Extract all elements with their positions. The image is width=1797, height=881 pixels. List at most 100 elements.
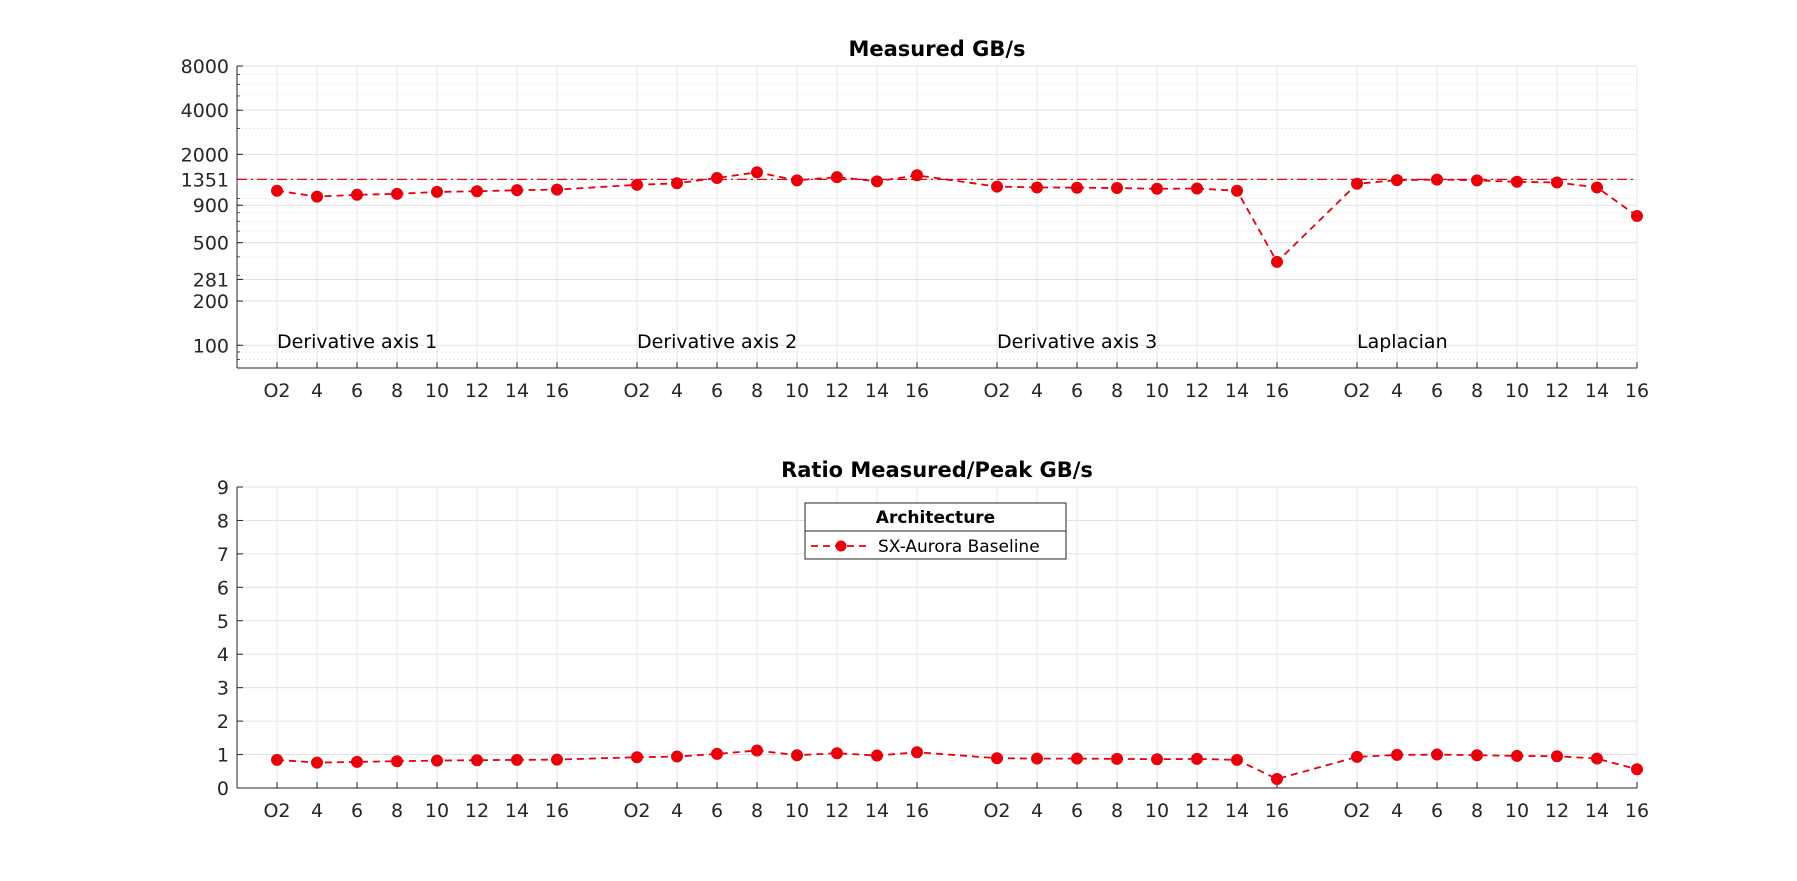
y-tick-label: 7: [217, 544, 229, 566]
group-label: Derivative axis 1: [277, 331, 437, 353]
x-tick-label: O2: [1343, 800, 1370, 822]
data-point: [1391, 748, 1403, 761]
data-point: [1151, 182, 1163, 195]
x-tick-label: 16: [905, 800, 929, 822]
x-tick-label: 10: [785, 800, 809, 822]
data-point: [1071, 181, 1083, 194]
data-point: [1111, 752, 1123, 765]
data-point: [351, 755, 363, 768]
data-point: [631, 751, 643, 764]
data-point: [631, 178, 643, 191]
x-tick-label: 10: [1145, 800, 1169, 822]
data-point: [271, 753, 283, 766]
y-tick-label: 900: [193, 195, 229, 217]
data-point: [1191, 182, 1203, 195]
x-tick-label: 12: [825, 800, 849, 822]
data-point: [1551, 176, 1563, 189]
data-point: [1431, 748, 1443, 761]
data-point: [271, 184, 283, 197]
x-tick-label: 6: [351, 800, 363, 822]
plot-area: [237, 66, 1637, 368]
x-tick-label: 14: [1585, 800, 1609, 822]
x-tick-label: 10: [785, 380, 809, 402]
data-point: [1391, 174, 1403, 187]
x-tick-label: O2: [1343, 380, 1370, 402]
x-tick-label: 8: [751, 380, 763, 402]
data-point: [671, 177, 683, 190]
data-point: [991, 752, 1003, 765]
data-point: [511, 184, 523, 197]
x-tick-label: 4: [1031, 800, 1043, 822]
y-tick-label: 8: [217, 510, 229, 532]
data-point: [1231, 184, 1243, 197]
x-tick-label: 4: [1391, 800, 1403, 822]
x-tick-label: 4: [311, 380, 323, 402]
y-tick-label: 1: [217, 745, 229, 767]
y-tick-label: 6: [217, 577, 229, 599]
x-tick-label: 16: [545, 800, 569, 822]
data-point: [1591, 181, 1603, 194]
x-tick-label: 16: [1625, 800, 1649, 822]
x-tick-label: 8: [391, 800, 403, 822]
x-tick-label: 4: [671, 800, 683, 822]
data-point: [1431, 173, 1443, 186]
data-point: [1231, 753, 1243, 766]
group-label: Laplacian: [1357, 331, 1448, 353]
data-point: [871, 749, 883, 762]
data-point: [831, 171, 843, 184]
y-tick-label: 9: [217, 477, 229, 499]
x-tick-label: 16: [545, 380, 569, 402]
x-tick-label: O2: [983, 800, 1010, 822]
data-point: [871, 175, 883, 188]
data-point: [551, 183, 563, 196]
data-point: [1631, 210, 1643, 223]
y-tick-label: 2: [217, 711, 229, 733]
x-tick-label: 8: [1111, 380, 1123, 402]
data-point: [991, 180, 1003, 193]
data-point: [471, 754, 483, 767]
y-tick-label: 3: [217, 678, 229, 700]
y-tick-label: 200: [193, 291, 229, 313]
x-tick-label: 16: [1265, 380, 1289, 402]
data-point: [751, 744, 763, 757]
group-label: Derivative axis 3: [997, 331, 1157, 353]
data-point: [551, 753, 563, 766]
series-line: [276, 749, 1638, 780]
data-point: [1191, 752, 1203, 765]
x-tick-label: 8: [1471, 380, 1483, 402]
x-tick-label: 8: [1471, 800, 1483, 822]
data-point: [1631, 763, 1643, 776]
legend-title: Architecture: [876, 508, 995, 528]
x-tick-label: O2: [983, 380, 1010, 402]
data-point: [1511, 749, 1523, 762]
chart-title: Ratio Measured/Peak GB/s: [781, 458, 1093, 482]
data-point: [431, 754, 443, 767]
data-point: [831, 747, 843, 760]
data-point: [391, 187, 403, 200]
data-point: [911, 169, 923, 182]
x-tick-label: 16: [1625, 380, 1649, 402]
x-tick-label: 14: [1585, 380, 1609, 402]
data-point: [711, 747, 723, 760]
x-tick-label: 12: [1545, 380, 1569, 402]
data-point: [1071, 752, 1083, 765]
x-tick-label: 12: [1185, 800, 1209, 822]
x-tick-label: 12: [465, 380, 489, 402]
data-point: [1271, 772, 1283, 785]
x-tick-label: 14: [1225, 800, 1249, 822]
data-point: [1271, 255, 1283, 268]
x-tick-label: 16: [905, 380, 929, 402]
y-tick-label: 0: [217, 778, 229, 800]
legend-marker: [835, 540, 847, 552]
data-point: [1511, 175, 1523, 188]
x-tick-label: 14: [865, 380, 889, 402]
x-tick-label: 6: [1431, 380, 1443, 402]
x-tick-label: 14: [505, 380, 529, 402]
x-tick-label: 4: [1031, 380, 1043, 402]
x-tick-label: 8: [1111, 800, 1123, 822]
x-tick-label: 10: [1145, 380, 1169, 402]
data-point: [1551, 750, 1563, 763]
x-tick-label: 12: [1185, 380, 1209, 402]
x-tick-label: 10: [1505, 800, 1529, 822]
